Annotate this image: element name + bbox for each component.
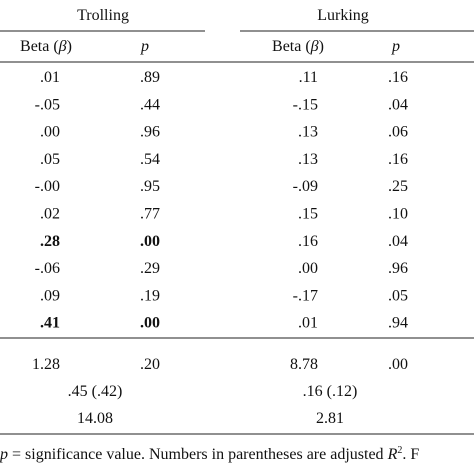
- table-cell: .01: [40, 69, 60, 86]
- table-cell: .02: [40, 206, 60, 223]
- table-cell: .45 (.42): [68, 383, 123, 400]
- column-header: p: [391, 38, 400, 55]
- table-cell: .96: [388, 260, 408, 277]
- table-cell: .05: [40, 151, 60, 168]
- table-cell: .28: [40, 233, 60, 250]
- table-cell: .77: [140, 206, 160, 223]
- group-header: Trolling: [77, 7, 129, 24]
- table-cell: .15: [298, 206, 318, 223]
- table-cell: .16 (.12): [303, 383, 358, 400]
- column-header: p: [140, 38, 149, 55]
- table-cell: .95: [140, 178, 160, 195]
- table-cell: .04: [388, 96, 408, 113]
- table-cell: .05: [388, 287, 408, 304]
- table-cell: .54: [140, 151, 160, 168]
- table-cell: -.17: [293, 287, 318, 304]
- table-cell: -.00: [35, 178, 60, 195]
- table-cell: -.06: [35, 260, 60, 277]
- table-cell: .19: [140, 287, 160, 304]
- table-cell: .20: [140, 356, 160, 373]
- table-cell: .06: [388, 124, 408, 141]
- column-header: Beta (β): [20, 38, 72, 55]
- table-cell: .96: [140, 124, 160, 141]
- table-cell: .16: [388, 151, 408, 168]
- table-cell: .09: [40, 287, 60, 304]
- group-header: Lurking: [317, 7, 369, 24]
- table-cell: .25: [388, 178, 408, 195]
- column-header: Beta (β): [272, 38, 324, 55]
- table-cell: -.09: [293, 178, 318, 195]
- table-cell: .44: [140, 96, 160, 113]
- table-cell: .16: [388, 69, 408, 86]
- table-cell: .01: [298, 315, 318, 332]
- table-cell: 14.08: [77, 410, 113, 427]
- table-cell: .00: [40, 124, 60, 141]
- table-cell: .04: [388, 233, 408, 250]
- table-cell: .16: [298, 233, 318, 250]
- table-cell: 1.28: [32, 356, 60, 373]
- table-cell: 2.81: [316, 410, 344, 427]
- table-cell: .94: [388, 315, 408, 332]
- table-cell: 8.78: [290, 356, 318, 373]
- table-cell: .13: [298, 151, 318, 168]
- footnote: p = significance value. Numbers in paren…: [0, 445, 419, 463]
- table-cell: .89: [140, 69, 160, 86]
- table-cell: .00: [140, 233, 160, 250]
- table-cell: .00: [140, 315, 160, 332]
- table-cell: -.05: [35, 96, 60, 113]
- table-cell: .29: [140, 260, 160, 277]
- table-cell: .11: [299, 69, 318, 86]
- table-cell: .00: [298, 260, 318, 277]
- table-cell: .00: [388, 356, 408, 373]
- table-cell: .10: [388, 206, 408, 223]
- table-cell: -.15: [293, 96, 318, 113]
- table-cell: .13: [298, 124, 318, 141]
- table-cell: .41: [40, 315, 60, 332]
